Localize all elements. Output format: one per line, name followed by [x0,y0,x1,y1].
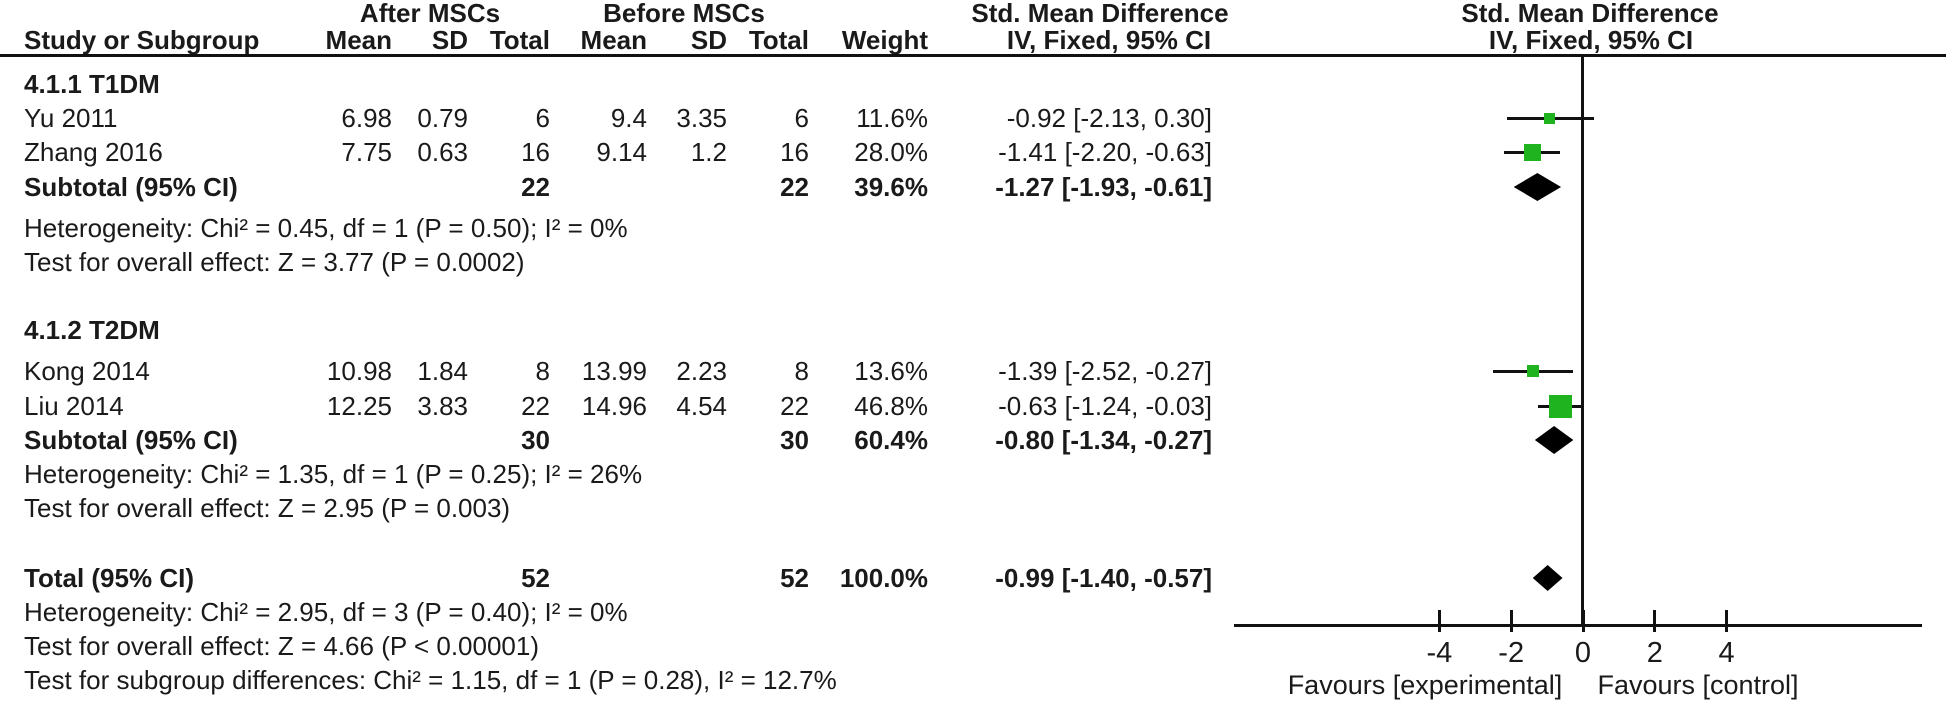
mean-after: 12.25 [326,391,392,421]
sd-after: 1.84 [417,356,468,386]
weight-value: 28.0% [854,137,928,167]
header-mean-2: Mean [580,25,647,55]
total-after: 6 [535,103,550,133]
mean-after: 10.98 [326,356,392,386]
stat-label: Test for overall effect: Z = 4.66 (P < 0… [24,631,539,661]
subtotal-label: Subtotal (95% CI) [24,172,238,202]
header-mean-1: Mean [325,25,392,55]
favours-experimental-label: Favours [experimental] [1287,670,1563,700]
stat-label: Test for overall effect: Z = 3.77 (P = 0… [24,247,525,277]
axis-tick [1509,610,1513,632]
weight-value: 39.6% [854,172,928,202]
header-effect-plot: Std. Mean Difference [1461,0,1719,28]
total-before: 22 [780,391,809,421]
mean-after: 6.98 [341,103,392,133]
sd-after: 0.79 [417,103,468,133]
smd-ci-text: -0.92 [-2.13, 0.30] [1006,103,1212,133]
stat-label: Test for overall effect: Z = 2.95 (P = 0… [24,493,511,523]
axis-tick-label: -2 [1498,637,1525,669]
sd-before: 4.54 [676,391,727,421]
point-estimate-square [1523,143,1541,161]
header-weight: Weight [841,25,928,55]
axis-tick [1581,610,1585,632]
total-label: Total (95% CI) [24,563,194,593]
total-after: 16 [521,137,550,167]
header-study-or-subgroup: Study or Subgroup [24,25,260,55]
smd-ci-text: -0.99 [-1.40, -0.57] [995,563,1212,593]
total-before: 6 [794,103,809,133]
header-underline [0,54,1946,57]
point-estimate-square [1548,394,1572,418]
weight-value: 46.8% [854,391,928,421]
x-axis-line [1234,624,1922,627]
total-after: 52 [521,563,550,593]
group-label: 4.1.2 T2DM [24,315,160,345]
total-before: 8 [794,356,809,386]
subtotal-diamond [1534,426,1574,454]
total-after: 8 [535,356,550,386]
header-after-mscs: After MSCs [359,0,501,28]
subtotal-label: Subtotal (95% CI) [24,425,238,455]
smd-ci-text: -0.63 [-1.24, -0.03] [998,391,1212,421]
study-label: Yu 2011 [24,103,118,133]
axis-tick [1653,610,1657,632]
header-total-2: Total [748,25,809,55]
total-after: 30 [521,425,550,455]
smd-ci-text: -1.41 [-2.20, -0.63] [998,137,1212,167]
sd-after: 3.83 [417,391,468,421]
axis-tick [1725,610,1729,632]
total-before: 22 [780,172,809,202]
favours-control-label: Favours [control] [1597,670,1799,700]
header-ci-plot: IV, Fixed, 95% CI [1488,25,1694,55]
axis-tick [1437,610,1441,632]
total-after: 22 [521,391,550,421]
mean-before: 14.96 [581,391,647,421]
axis-tick-label: -4 [1426,637,1453,669]
stat-label: Test for subgroup differences: Chi² = 1.… [24,665,837,695]
axis-tick-label: 4 [1718,637,1735,669]
total-diamond [1532,565,1563,591]
mean-before: 13.99 [581,356,647,386]
smd-ci-text: -0.80 [-1.34, -0.27] [995,425,1212,455]
axis-tick-label: 2 [1646,637,1663,669]
total-before: 16 [780,137,809,167]
weight-value: 11.6% [856,103,928,133]
sd-before: 2.23 [676,356,727,386]
header-ci-table: IV, Fixed, 95% CI [1006,25,1212,55]
mean-after: 7.75 [341,137,392,167]
weight-value: 100.0% [839,563,928,593]
group-label: 4.1.1 T1DM [24,69,160,99]
mean-before: 9.14 [596,137,647,167]
subtotal-diamond [1513,173,1562,201]
weight-value: 60.4% [854,425,928,455]
study-label: Liu 2014 [24,391,124,421]
header-sd-2: SD [690,25,727,55]
study-label: Zhang 2016 [24,137,163,167]
header-effect-table: Std. Mean Difference [971,0,1229,28]
axis-tick-label: 0 [1574,637,1592,669]
weight-value: 13.6% [854,356,928,386]
point-estimate-square [1544,112,1556,124]
stat-label: Heterogeneity: Chi² = 2.95, df = 3 (P = … [24,597,628,627]
total-after: 22 [521,172,550,202]
sd-before: 1.2 [690,137,727,167]
stat-label: Heterogeneity: Chi² = 0.45, df = 1 (P = … [24,213,628,243]
sd-before: 3.35 [676,103,727,133]
mean-before: 9.4 [610,103,647,133]
zero-effect-line [1581,57,1584,627]
total-before: 30 [780,425,809,455]
smd-ci-text: -1.39 [-2.52, -0.27] [998,356,1212,386]
header-sd-1: SD [431,25,468,55]
smd-ci-text: -1.27 [-1.93, -0.61] [995,172,1212,202]
stat-label: Heterogeneity: Chi² = 1.35, df = 1 (P = … [24,459,643,489]
total-before: 52 [780,563,809,593]
header-before-mscs: Before MSCs [603,0,765,28]
header-total-1: Total [489,25,550,55]
point-estimate-square [1527,365,1540,377]
study-label: Kong 2014 [24,356,150,386]
sd-after: 0.63 [417,137,468,167]
